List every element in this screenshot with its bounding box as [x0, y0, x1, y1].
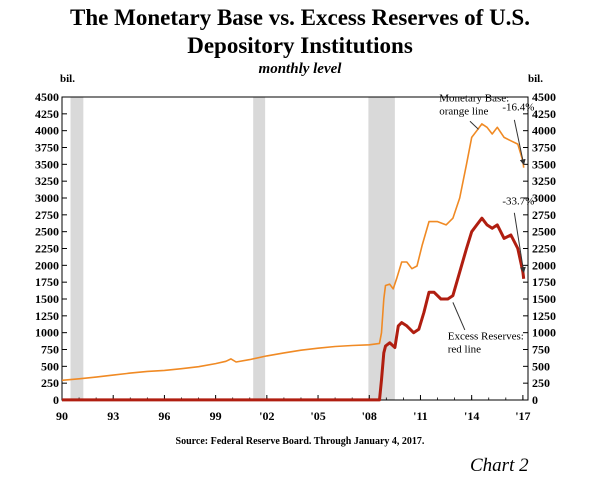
y-tick-label-left: 500: [41, 359, 59, 373]
recession-band-0: [70, 97, 84, 400]
chart-title: The Monetary Base vs. Excess Reserves of…: [70, 5, 530, 30]
y-tick-label-right: 2000: [532, 258, 556, 272]
y-tick-label-right: 2250: [532, 242, 556, 256]
y-tick-label-right: 1000: [532, 326, 556, 340]
y-tick-label-right: 1250: [532, 309, 556, 323]
excess-reserves-change: -33.7%: [502, 196, 534, 208]
y-tick-label-right: 3500: [532, 157, 556, 171]
chart-number-label: Chart 2: [470, 455, 529, 476]
y-tick-label-left: 3500: [35, 157, 59, 171]
x-tick-label: 96: [158, 409, 170, 423]
x-tick-label: '11: [413, 409, 428, 423]
monetary-base-label: Monetary Base: orange line: [439, 93, 509, 118]
x-tick-label: '05: [310, 409, 325, 423]
y-tick-label-right: 0: [532, 393, 538, 407]
x-tick-label: 99: [210, 409, 222, 423]
y-tick-label-left: 1250: [35, 309, 59, 323]
y-tick-label-left: 3750: [35, 141, 59, 155]
y-tick-label-left: 2000: [35, 258, 59, 272]
y-tick-label-left: 2500: [35, 225, 59, 239]
y-tick-label-left: 4250: [35, 107, 59, 121]
y-tick-label-left: 250: [41, 376, 59, 390]
x-tick-label: '02: [259, 409, 274, 423]
y-tick-label-right: 750: [532, 343, 550, 357]
excess-reserves-pointer: [452, 302, 466, 331]
y-tick-label-right: 3250: [532, 174, 556, 188]
excess-reserves-line: [62, 216, 526, 402]
y-tick-label-right: 4500: [532, 90, 556, 104]
y-tick-label-left: 4000: [35, 124, 59, 138]
source-note: Source: Federal Reserve Board. Through J…: [175, 436, 425, 447]
y-tick-label-left: 3250: [35, 174, 59, 188]
excess-reserves-label: Excess Reserves: red line: [448, 330, 524, 355]
recession-band-2: [368, 97, 395, 400]
monetary-base-change-arrow: [513, 119, 526, 166]
y-tick-label-right: 250: [532, 376, 550, 390]
x-tick-label: '17: [515, 409, 530, 423]
excess-reserves-change-arrow: [513, 212, 526, 274]
y-tick-label-right: 4000: [532, 124, 556, 138]
x-tick-label: '08: [362, 409, 377, 423]
recession-band-1: [253, 97, 266, 400]
y-tick-label-right: 3750: [532, 141, 556, 155]
monetary-base-pointer: [469, 120, 479, 130]
y-tick-label-right: 3000: [532, 191, 556, 205]
y-tick-label-left: 2250: [35, 242, 59, 256]
y-tick-label-left: 750: [41, 343, 59, 357]
chart-subtitle: monthly level: [258, 61, 342, 77]
y-tick-label-right: 1750: [532, 275, 556, 289]
left-axis-unit: bil.: [60, 73, 75, 85]
y-tick-label-left: 0: [53, 393, 59, 407]
y-tick-label-right: 2750: [532, 208, 556, 222]
y-tick-label-right: 2500: [532, 225, 556, 239]
x-tick-label: 93: [107, 409, 119, 423]
y-tick-label-right: 1500: [532, 292, 556, 306]
right-axis-unit: bil.: [528, 73, 543, 85]
y-tick-label-left: 1750: [35, 275, 59, 289]
x-tick-label: 90: [56, 409, 68, 423]
y-tick-label-left: 2750: [35, 208, 59, 222]
y-tick-label-left: 4500: [35, 90, 59, 104]
chart-title-line-2: Depository Institutions: [187, 33, 413, 58]
y-tick-label-left: 3000: [35, 191, 59, 205]
x-tick-label: '14: [464, 409, 479, 423]
y-tick-label-left: 1000: [35, 326, 59, 340]
y-tick-label-right: 4250: [532, 107, 556, 121]
y-tick-label-right: 500: [532, 359, 550, 373]
y-tick-label-left: 1500: [35, 292, 59, 306]
monetary-base-change: -16.4%: [502, 101, 534, 113]
monetary-base-line: [61, 123, 525, 382]
